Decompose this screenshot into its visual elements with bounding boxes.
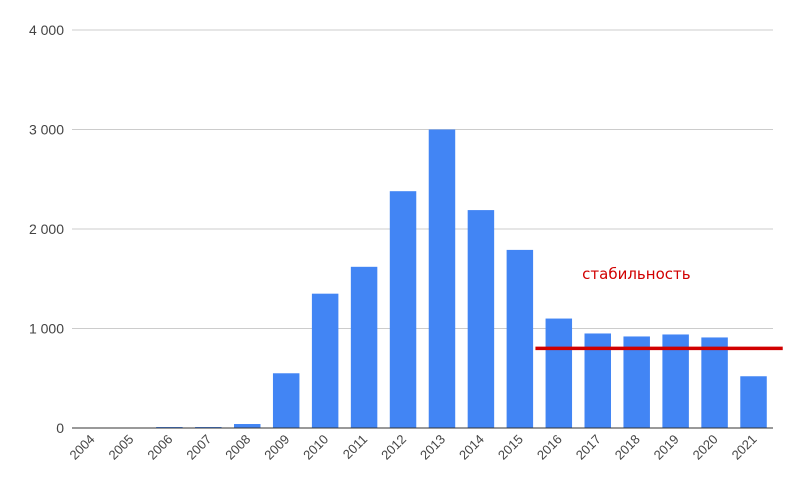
bar-2018 (623, 336, 650, 428)
y-tick-label: 3 000 (29, 122, 64, 138)
annotations: стабильность (535, 265, 783, 351)
x-tick-label: 2006 (144, 432, 175, 463)
y-tick-label: 0 (56, 420, 64, 436)
bar-2012 (389, 191, 417, 428)
x-tick-label: 2015 (495, 432, 526, 463)
bar-2021 (740, 376, 767, 428)
bar-2013 (428, 129, 456, 428)
x-tick-label: 2008 (222, 432, 253, 463)
x-tick-label: 2013 (417, 432, 448, 463)
stability-label: стабильность (582, 265, 690, 283)
bar-2020 (701, 337, 728, 428)
y-axis-ticks: 0 1 000 2 000 3 000 4 000 (29, 22, 64, 436)
bar-2015 (506, 249, 534, 428)
y-tick-label: 2 000 (29, 221, 64, 237)
bars (72, 129, 773, 429)
x-tick-label: 2011 (340, 432, 370, 462)
x-tick-label: 2012 (378, 432, 409, 463)
x-tick-label: 2010 (300, 432, 331, 463)
x-tick-label: 2016 (534, 432, 565, 463)
x-tick-label: 2005 (105, 432, 136, 463)
y-tick-label: 1 000 (29, 321, 64, 337)
bar-2011 (350, 266, 378, 428)
x-tick-label: 2007 (183, 432, 214, 463)
bar-2014 (467, 210, 495, 428)
x-tick-label: 2009 (261, 432, 292, 463)
y-tick-label: 4 000 (29, 22, 64, 38)
bar-2008 (234, 424, 261, 428)
x-tick-label: 2020 (690, 432, 721, 463)
x-tick-label: 2021 (729, 432, 760, 463)
bar-2010 (311, 293, 339, 428)
bar-2009 (272, 373, 300, 428)
x-tick-label: 2019 (651, 432, 682, 463)
bar-2016 (545, 318, 573, 428)
x-tick-label: 2014 (456, 432, 487, 463)
x-tick-label: 2017 (573, 432, 604, 463)
x-axis-ticks: 2004 2005 2006 2007 2008 2009 2010 2011 2012 2013… (67, 432, 760, 463)
x-tick-label: 2004 (67, 432, 98, 463)
x-tick-label: 2018 (612, 432, 643, 463)
